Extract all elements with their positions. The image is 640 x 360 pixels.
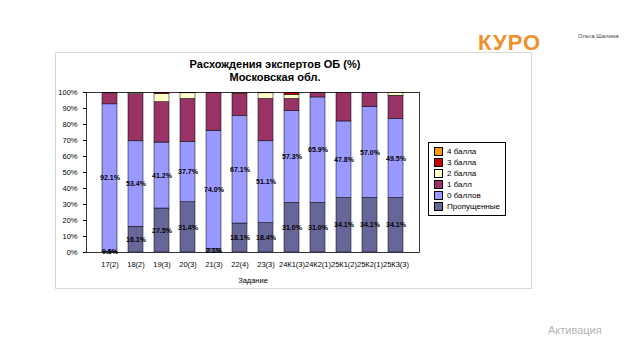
svg-text:21(3): 21(3) (205, 260, 223, 269)
svg-text:57.3%: 57.3% (282, 153, 303, 160)
svg-text:2.1%: 2.1% (206, 247, 223, 254)
svg-text:30%: 30% (62, 200, 77, 209)
svg-text:16.1%: 16.1% (126, 236, 147, 243)
svg-text:27.5%: 27.5% (152, 227, 173, 234)
svg-text:17(2): 17(2) (101, 260, 119, 269)
svg-text:34.1%: 34.1% (334, 221, 355, 228)
svg-text:70%: 70% (62, 136, 77, 145)
svg-text:80%: 80% (62, 120, 77, 129)
html-text:Активация: Активация (548, 324, 602, 336)
svg-text:49.5%: 49.5% (386, 155, 407, 162)
html-text:КУРО: КУРО (478, 30, 542, 55)
svg-text:18.4%: 18.4% (256, 234, 277, 241)
html-text:Ольга Шалина: Ольга Шалина (578, 33, 619, 39)
svg-text:22(4): 22(4) (231, 260, 249, 269)
svg-text:31.4%: 31.4% (178, 224, 199, 231)
svg-text:10%: 10% (62, 232, 77, 241)
svg-text:37.7%: 37.7% (178, 168, 199, 175)
svg-text:24К2(1): 24К2(1) (305, 260, 332, 269)
svg-text:25К3(3): 25К3(3) (383, 260, 410, 269)
svg-text:Задание: Задание (238, 276, 268, 285)
svg-text:0.5%: 0.5% (102, 248, 119, 255)
svg-text:92.1%: 92.1% (100, 174, 121, 181)
html-text:Пропущенные: Пропущенные (447, 202, 500, 211)
svg-text:31.0%: 31.0% (308, 224, 329, 231)
svg-text:40%: 40% (62, 184, 77, 193)
html-text:0 баллов: 0 баллов (447, 191, 481, 200)
svg-text:23(3): 23(3) (257, 260, 275, 269)
svg-text:18.1%: 18.1% (230, 234, 251, 241)
svg-text:19(3): 19(3) (153, 260, 171, 269)
svg-text:47.8%: 47.8% (334, 156, 355, 163)
svg-text:34.1%: 34.1% (360, 221, 381, 228)
svg-text:60%: 60% (62, 152, 77, 161)
html-text:Московская обл.: Московская обл. (229, 71, 321, 83)
html-text:4 балла: 4 балла (447, 147, 477, 156)
svg-text:41.2%: 41.2% (152, 172, 173, 179)
html-text:2 балла: 2 балла (447, 169, 477, 178)
svg-text:25К1(2): 25К1(2) (331, 260, 358, 269)
svg-text:31.0%: 31.0% (282, 224, 303, 231)
svg-text:18(2): 18(2) (127, 260, 145, 269)
html-text:1 балл: 1 балл (447, 180, 472, 189)
html-text:3 балла: 3 балла (447, 158, 477, 167)
svg-text:20%: 20% (62, 216, 77, 225)
svg-text:25К2(1): 25К2(1) (357, 260, 384, 269)
svg-text:67.1%: 67.1% (230, 166, 251, 173)
svg-text:74.0%: 74.0% (204, 186, 225, 193)
svg-text:20(3): 20(3) (179, 260, 197, 269)
html-text:Расхождения экспертов ОБ (%): Расхождения экспертов ОБ (%) (189, 58, 361, 70)
svg-text:100%: 100% (58, 88, 78, 97)
svg-text:34.1%: 34.1% (386, 221, 407, 228)
svg-text:51.1%: 51.1% (256, 178, 277, 185)
svg-text:53.4%: 53.4% (126, 180, 147, 187)
svg-text:65.9%: 65.9% (308, 146, 329, 153)
svg-text:90%: 90% (62, 104, 77, 113)
svg-text:24К1(3): 24К1(3) (279, 260, 306, 269)
svg-text:0%: 0% (67, 248, 78, 257)
svg-text:57.0%: 57.0% (360, 149, 381, 156)
svg-text:50%: 50% (62, 168, 77, 177)
